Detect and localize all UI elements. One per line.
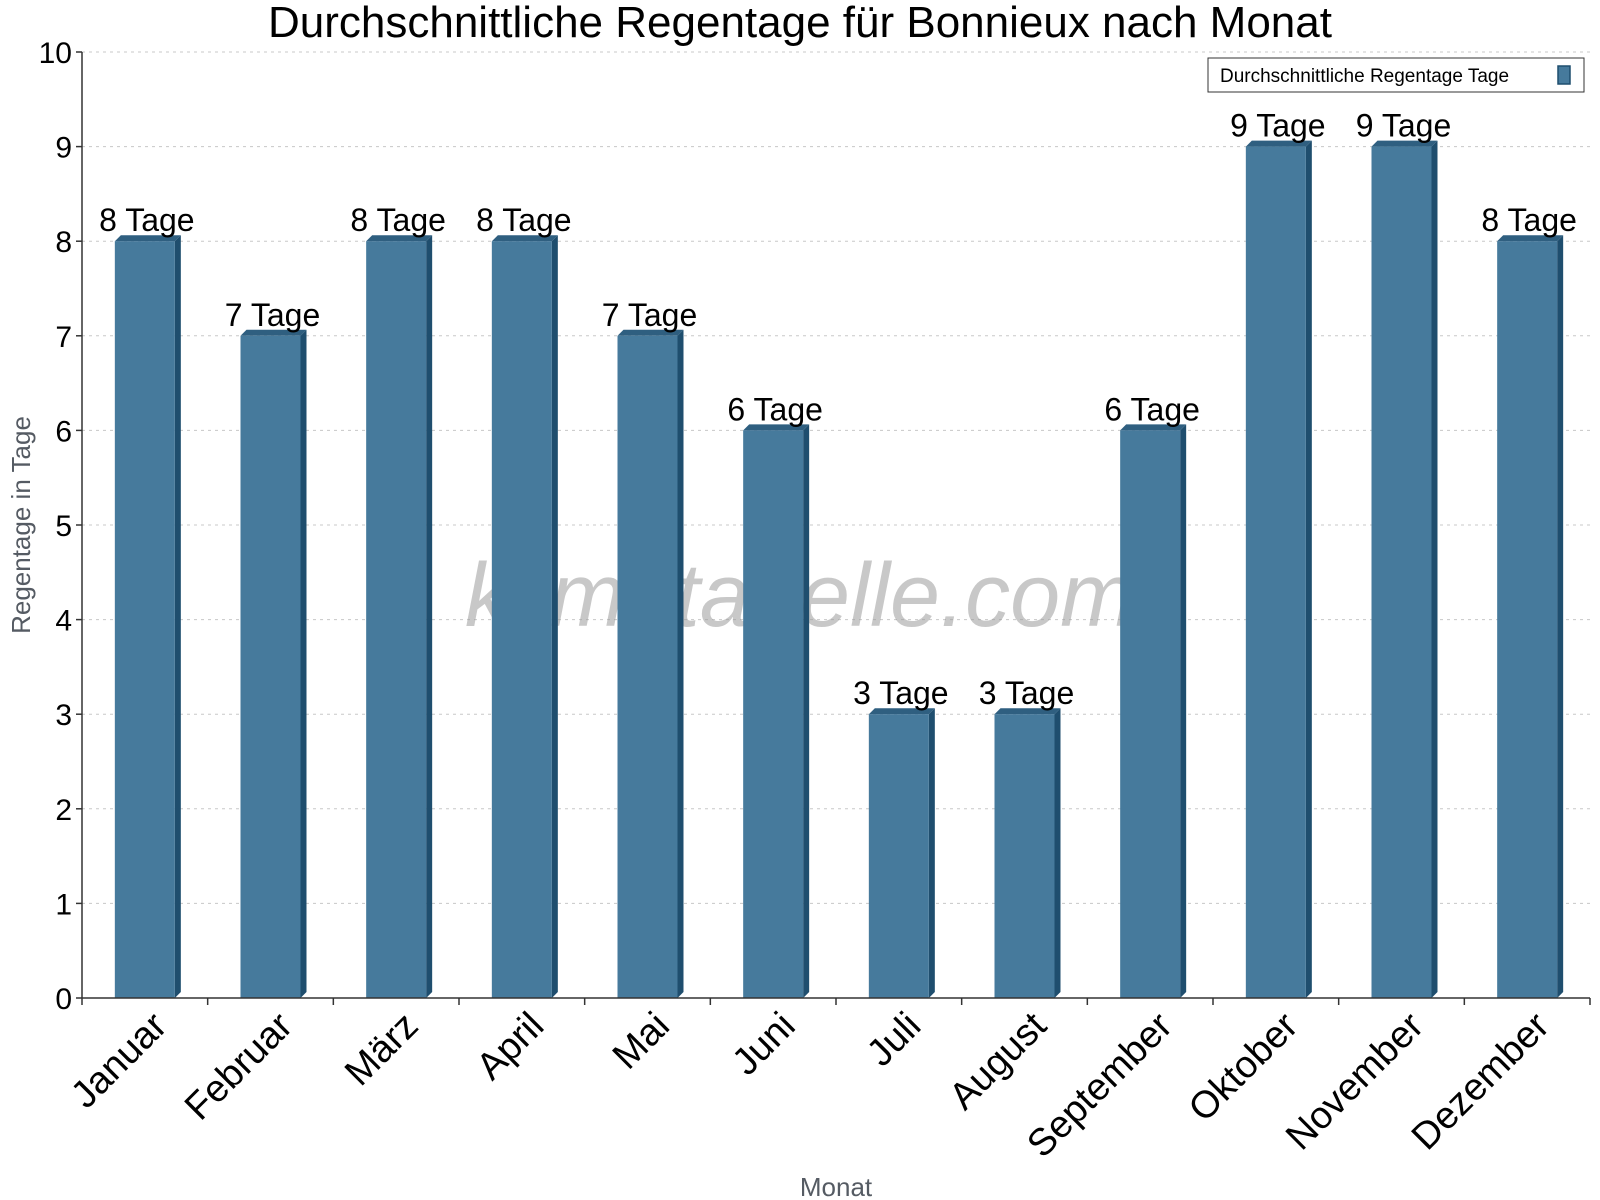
- x-tick-label: Januar: [63, 1004, 175, 1116]
- bar-top: [617, 329, 684, 336]
- bar-top: [114, 235, 181, 242]
- bar-side: [426, 235, 433, 998]
- x-tick-label: Juli: [859, 1005, 929, 1075]
- bar-side: [803, 424, 810, 998]
- y-axis-ticks: 0 1 2 3 4 5 6 7 8 9 10: [39, 37, 82, 1016]
- bar-märz: [366, 235, 433, 998]
- bar-value-label: 8 Tage: [1481, 202, 1577, 238]
- x-tick-label: Mai: [605, 1005, 678, 1078]
- bar-top: [868, 708, 935, 715]
- x-tick-label: Oktober: [1181, 1004, 1307, 1130]
- bar-top: [1497, 235, 1564, 242]
- bar-face: [1245, 146, 1306, 999]
- bar-top: [994, 708, 1061, 715]
- bar-value-label: 9 Tage: [1230, 108, 1326, 144]
- y-tick-label: 0: [55, 983, 72, 1016]
- bar-face: [1497, 241, 1558, 998]
- bar-top: [240, 329, 307, 336]
- bar-side: [1305, 140, 1312, 999]
- bar-side: [174, 235, 181, 998]
- bar-value-label: 3 Tage: [853, 675, 949, 711]
- bar-value-label: 8 Tage: [99, 202, 195, 238]
- y-tick-label: 3: [55, 699, 72, 732]
- bar-face: [366, 241, 427, 998]
- legend-swatch: [1557, 65, 1571, 85]
- x-tick-label: Dezember: [1404, 1004, 1558, 1158]
- y-axis-title: Regentage in Tage: [6, 416, 36, 634]
- bar-value-label: 8 Tage: [476, 202, 572, 238]
- bar-value-label: 7 Tage: [602, 297, 698, 333]
- bar-face: [114, 241, 175, 998]
- y-tick-label: 1: [55, 888, 72, 921]
- bar-januar: [114, 235, 181, 998]
- bar-side: [551, 235, 558, 998]
- bar-top: [1245, 140, 1312, 147]
- x-tick-label: April: [469, 1005, 552, 1088]
- x-tick-label: Juni: [725, 1005, 804, 1084]
- bar-november: [1371, 140, 1438, 999]
- bar-value-label: 6 Tage: [727, 391, 823, 427]
- y-tick-label: 8: [55, 226, 72, 259]
- bar-juni: [743, 424, 810, 998]
- y-tick-label: 9: [55, 132, 72, 165]
- bar-value-label: 8 Tage: [350, 202, 446, 238]
- bar-juli: [868, 708, 935, 998]
- bar-face: [743, 430, 804, 998]
- chart-title: Durchschnittliche Regentage für Bonnieux…: [268, 0, 1332, 47]
- bar-side: [1054, 708, 1061, 998]
- legend-label: Durchschnittliche Regentage Tage: [1220, 66, 1509, 87]
- x-tick-label: August: [942, 1004, 1056, 1118]
- bar-oktober: [1245, 140, 1312, 999]
- legend-box: [1207, 57, 1585, 93]
- y-tick-label: 5: [55, 510, 72, 543]
- bar-april: [491, 235, 558, 998]
- bar-face: [868, 714, 929, 998]
- bar-face: [491, 241, 552, 998]
- y-tick-label: 7: [55, 321, 72, 354]
- x-tick-label: Februar: [177, 1004, 301, 1128]
- y-tick-label: 10: [39, 37, 72, 70]
- y-tick-label: 4: [55, 605, 72, 638]
- bar-top: [1371, 140, 1438, 147]
- bar-side: [1557, 235, 1564, 998]
- bar-side: [928, 708, 935, 998]
- bar-value-label: 9 Tage: [1356, 108, 1452, 144]
- grid-lines: [82, 51, 1590, 904]
- y-tick-label: 2: [55, 794, 72, 827]
- bar-februar: [240, 329, 307, 998]
- bar-face: [1120, 430, 1181, 998]
- bar-top: [1120, 424, 1187, 431]
- bar-side: [677, 329, 684, 998]
- x-tick-label: November: [1278, 1004, 1432, 1158]
- x-axis-title: Monat: [800, 1172, 873, 1200]
- bar-value-label: 3 Tage: [979, 675, 1075, 711]
- bar-top: [366, 235, 433, 242]
- bars: 8 Tage 7 Tage 8 Tage 8 Tage 7 Tage 6 Tage 3 Ta…: [99, 108, 1577, 999]
- bar-august: [994, 708, 1061, 998]
- bar-face: [994, 714, 1055, 998]
- x-tick-label: März: [337, 1005, 426, 1094]
- bar-side: [1431, 140, 1438, 999]
- bar-september: [1120, 424, 1187, 998]
- bar-mai: [617, 329, 684, 998]
- bar-dezember: [1497, 235, 1564, 998]
- bar-face: [617, 335, 678, 998]
- bar-side: [300, 329, 307, 998]
- bar-face: [1371, 146, 1432, 999]
- bar-face: [240, 335, 301, 998]
- bar-side: [1180, 424, 1187, 998]
- x-axis-ticks: Januar Februar März April Mai Juni Juli AugustS…: [63, 998, 1591, 1166]
- bar-value-label: 6 Tage: [1104, 391, 1200, 427]
- bar-value-label: 7 Tage: [225, 297, 321, 333]
- bar-top: [743, 424, 810, 431]
- legend: Durchschnittliche Regentage Tage: [1207, 57, 1585, 93]
- y-tick-label: 6: [55, 415, 72, 448]
- bar-top: [491, 235, 558, 242]
